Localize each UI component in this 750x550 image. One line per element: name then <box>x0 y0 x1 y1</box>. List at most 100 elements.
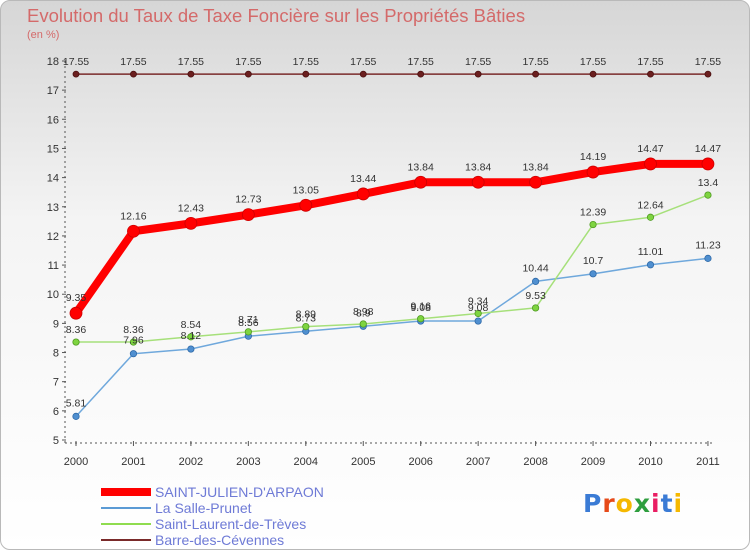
y-tick-label: 5 <box>53 435 59 447</box>
y-tick-label: 15 <box>47 143 59 155</box>
data-label: 9.53 <box>525 290 546 302</box>
logo-letter: x <box>633 489 651 518</box>
data-point <box>474 70 482 78</box>
legend-swatch <box>101 539 151 541</box>
data-point <box>414 175 428 189</box>
data-label: 9.08 <box>410 302 431 314</box>
x-tick-label: 2010 <box>638 456 662 468</box>
data-point <box>417 315 425 323</box>
data-point <box>644 157 657 171</box>
legend-swatch <box>101 523 151 525</box>
data-point <box>72 412 80 420</box>
logo-letter: o <box>615 489 634 518</box>
data-point <box>646 213 655 221</box>
data-label: 10.44 <box>522 262 548 274</box>
data-point <box>531 277 540 286</box>
data-point <box>474 309 482 318</box>
data-point <box>359 320 367 328</box>
data-point <box>187 333 195 341</box>
legend-label: Saint-Laurent-de-Trèves <box>155 516 307 532</box>
y-tick-label: 6 <box>53 406 59 418</box>
y-tick-label: 14 <box>47 173 59 185</box>
logo-letter: P <box>583 489 603 518</box>
data-point <box>704 70 712 78</box>
data-point <box>129 338 138 346</box>
data-label: 17.55 <box>120 56 146 68</box>
data-point <box>417 70 425 78</box>
data-label: 14.47 <box>637 143 663 155</box>
data-label: 17.55 <box>695 56 721 68</box>
data-point <box>69 306 83 320</box>
data-point <box>531 304 540 312</box>
data-label: 8.56 <box>238 317 259 329</box>
x-tick-label: 2001 <box>121 456 145 468</box>
data-point <box>302 70 310 78</box>
logo-letter: i <box>651 489 661 518</box>
series-line <box>75 257 709 418</box>
logo-letter: t <box>660 489 674 518</box>
data-label: 13.84 <box>408 161 434 173</box>
data-point <box>302 322 310 331</box>
data-label: 7.96 <box>123 335 144 347</box>
y-tick-label: 16 <box>47 114 59 126</box>
data-label: 8.12 <box>181 330 202 342</box>
y-tick-label: 13 <box>47 202 59 214</box>
data-point <box>589 270 597 278</box>
data-label: 13.84 <box>465 161 491 173</box>
data-label: 12.43 <box>178 202 204 214</box>
y-tick-label: 8 <box>53 348 59 360</box>
data-label: 8.71 <box>238 314 259 326</box>
chart-title: Evolution du Taux de Taxe Foncière sur l… <box>27 5 526 26</box>
data-point <box>704 254 712 262</box>
legend-label: Barre-des-Cévennes <box>155 532 285 548</box>
y-tick-label: 12 <box>47 231 59 243</box>
data-label: 14.47 <box>695 143 721 155</box>
data-point <box>187 70 195 78</box>
data-point <box>241 208 255 222</box>
data-label: 12.39 <box>580 207 606 219</box>
data-label: 17.55 <box>580 56 606 68</box>
data-point <box>129 350 138 358</box>
data-label: 17.55 <box>522 56 548 68</box>
data-point <box>356 187 370 201</box>
x-tick-label: 2006 <box>408 456 432 468</box>
data-point <box>586 165 600 179</box>
legend-label: La Salle-Prunet <box>155 500 252 516</box>
y-tick-label: 11 <box>48 260 59 272</box>
data-label: 13.44 <box>350 173 376 185</box>
data-label: 12.16 <box>120 210 146 222</box>
data-label: 17.55 <box>293 56 319 68</box>
data-point <box>127 224 140 238</box>
data-label: 9.35 <box>66 292 87 304</box>
data-point <box>589 220 597 229</box>
legend-swatch <box>101 488 151 496</box>
data-label: 17.55 <box>178 56 204 68</box>
data-point <box>359 70 367 78</box>
y-tick-label: 18 <box>47 56 59 68</box>
x-tick-label: 2000 <box>64 456 88 468</box>
data-label: 13.05 <box>293 184 319 196</box>
data-label: 17.55 <box>465 56 491 68</box>
y-tick-label: 10 <box>47 289 59 301</box>
data-point <box>474 317 482 325</box>
y-tick-label: 7 <box>53 377 59 389</box>
data-label: 12.73 <box>235 194 261 206</box>
data-point <box>471 175 485 189</box>
data-point <box>646 261 655 269</box>
data-label: 17.55 <box>235 56 261 68</box>
y-axis-unit: (en %) <box>27 29 60 41</box>
data-point <box>244 328 252 336</box>
data-label: 17.55 <box>637 56 663 68</box>
data-label: 8.54 <box>181 319 202 331</box>
data-label: 9.16 <box>410 301 431 313</box>
data-point <box>589 70 597 78</box>
proxiti-logo: Proxiti <box>583 489 683 518</box>
x-tick-label: 2002 <box>179 456 203 468</box>
data-label: 17.55 <box>408 56 434 68</box>
data-label: 8.98 <box>353 306 374 318</box>
data-label: 17.55 <box>63 56 89 68</box>
x-tick-label: 2009 <box>581 456 605 468</box>
y-tick-label: 17 <box>47 85 59 97</box>
series-line <box>75 194 709 343</box>
